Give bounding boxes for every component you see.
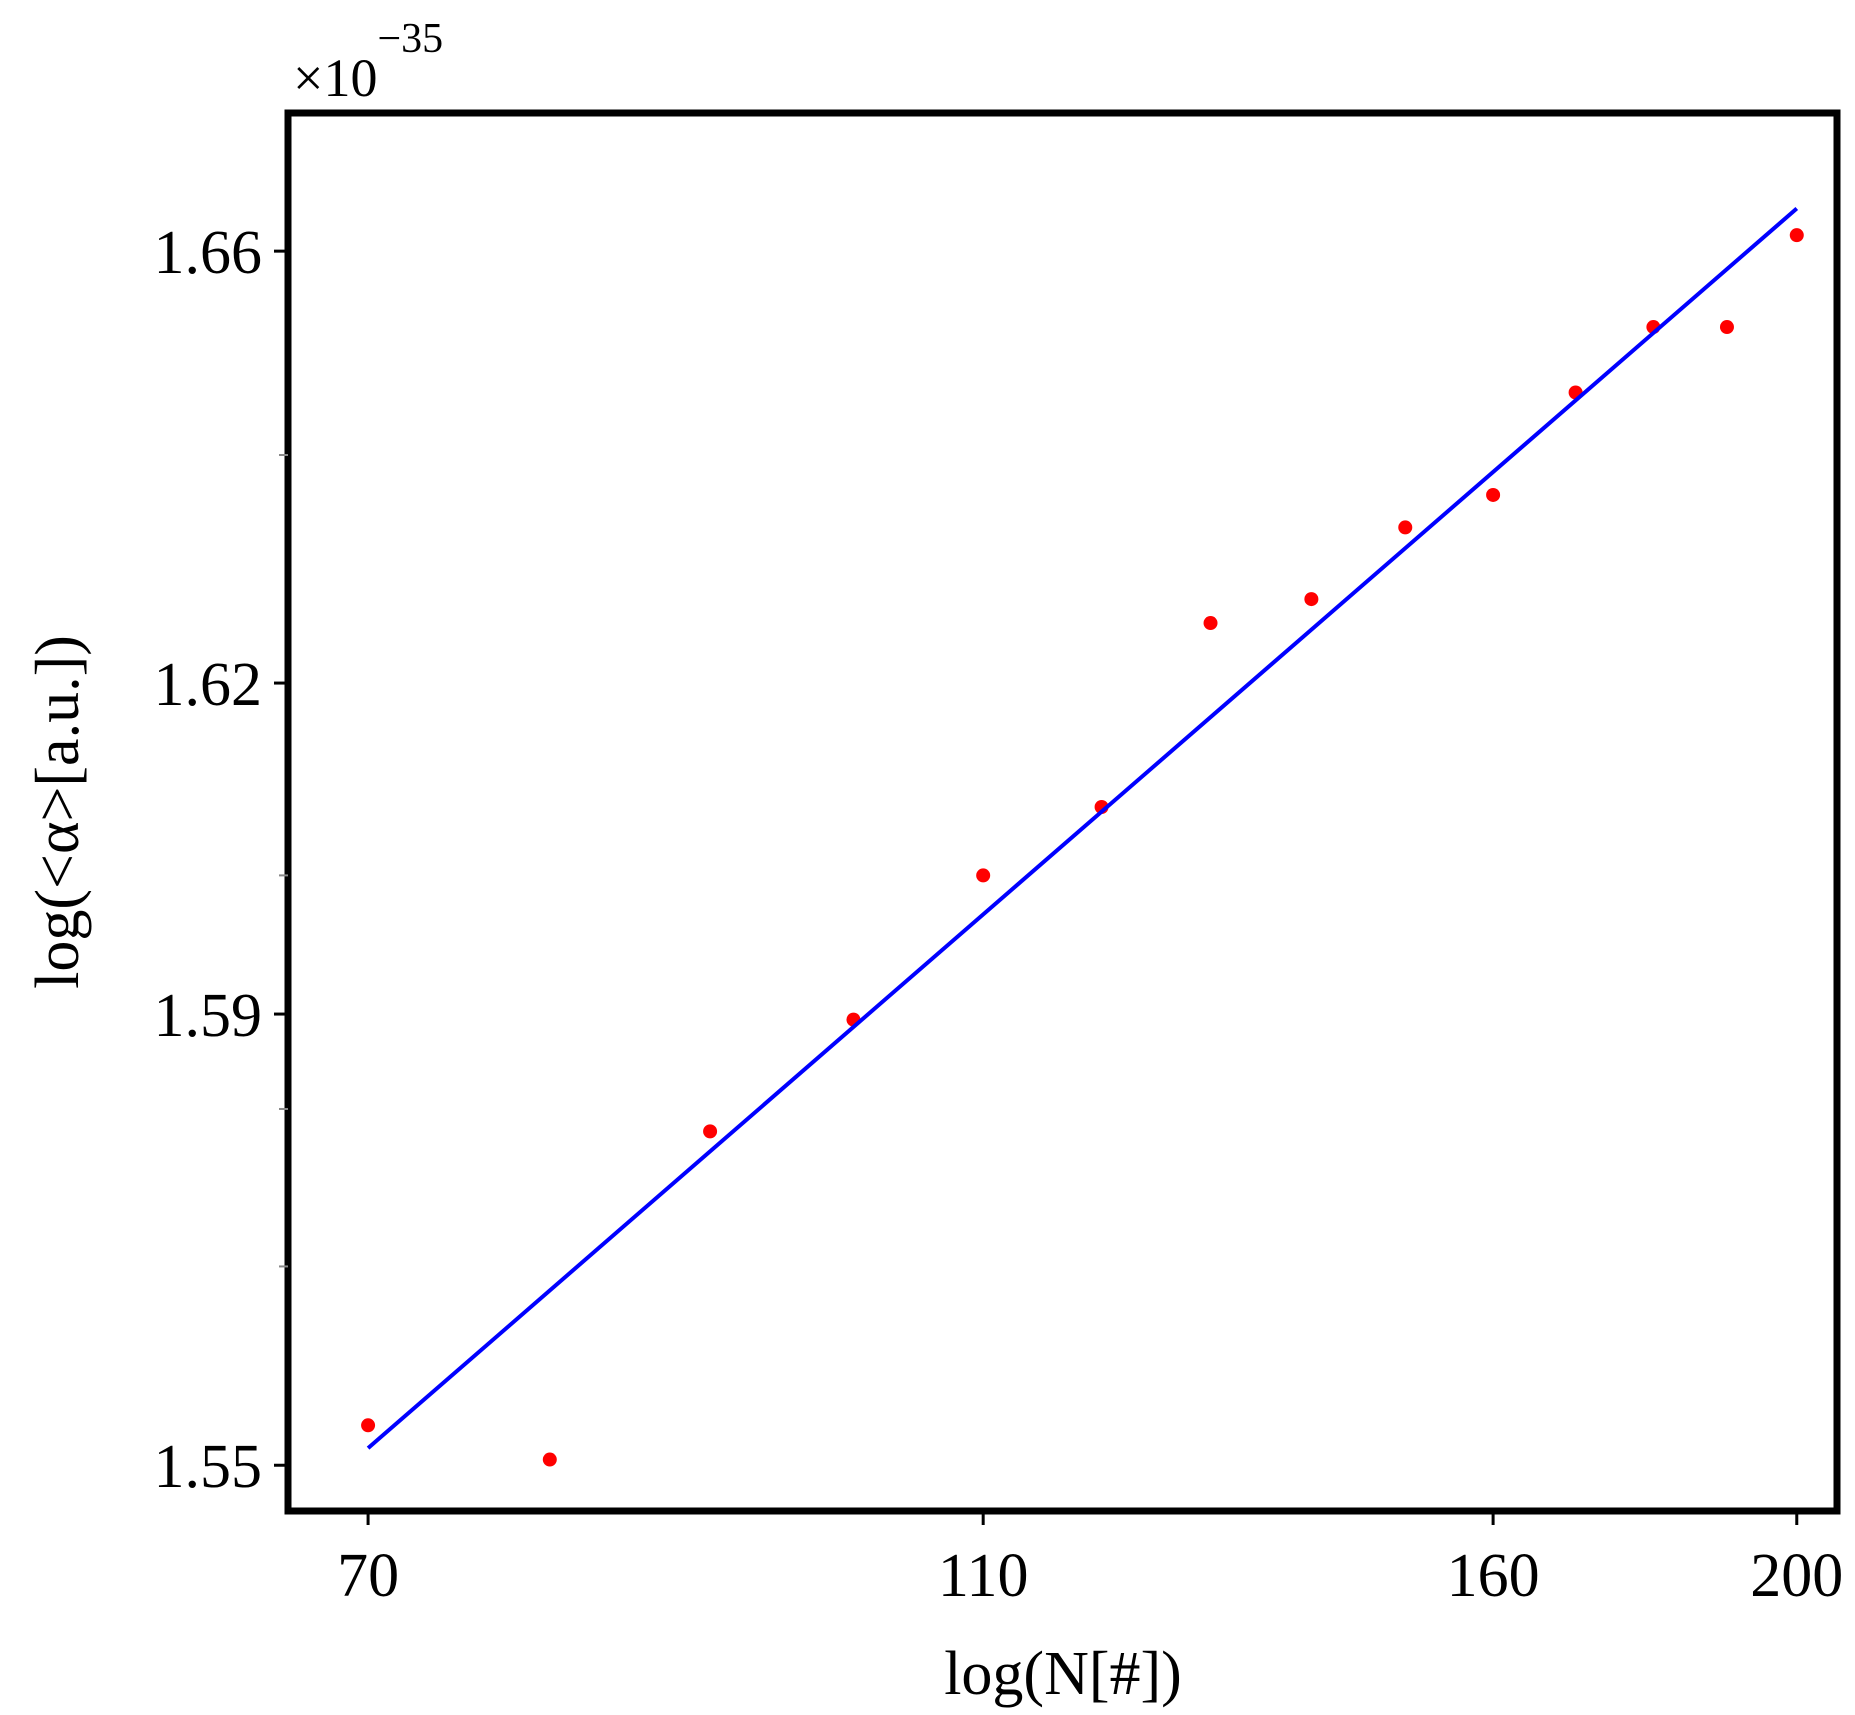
data-point-2	[542, 1452, 557, 1467]
y-tick-label-1: 1.55	[154, 1433, 263, 1501]
data-point-8	[1304, 592, 1319, 607]
x-tick-label-3: 160	[1447, 1542, 1540, 1610]
y-axis-multiplier: ×10−35	[293, 16, 443, 108]
data-point-13	[1719, 320, 1734, 335]
multiplier-base: ×10	[293, 48, 377, 108]
plot-frame	[284, 109, 1841, 1515]
y-axis: 1.55 1.59 1.62 1.66	[154, 219, 288, 1501]
data-point-10	[1486, 487, 1501, 502]
x-tick-label-4: 200	[1750, 1542, 1843, 1610]
x-axis: 70 110 160 200	[337, 1511, 1843, 1610]
y-tick-label-4: 1.66	[154, 219, 263, 287]
fit-line	[366, 207, 1799, 1450]
x-tick-label-1: 70	[337, 1542, 399, 1610]
data-point-7	[1203, 616, 1218, 631]
data-point-5	[976, 868, 991, 883]
multiplier-exponent: −35	[377, 16, 443, 62]
y-axis-label: log(<α>[a.u.])	[24, 635, 92, 989]
y-tick-label-2: 1.59	[154, 982, 263, 1050]
y-tick-label-3: 1.62	[154, 651, 263, 719]
data-point-14	[1789, 228, 1804, 243]
x-tick-label-2: 110	[938, 1542, 1029, 1610]
data-point-9	[1398, 520, 1413, 535]
data-point-1	[361, 1418, 376, 1433]
data-point-3	[703, 1124, 718, 1139]
plot-marks	[361, 207, 1804, 1467]
x-axis-label: log(N[#])	[944, 1640, 1182, 1708]
